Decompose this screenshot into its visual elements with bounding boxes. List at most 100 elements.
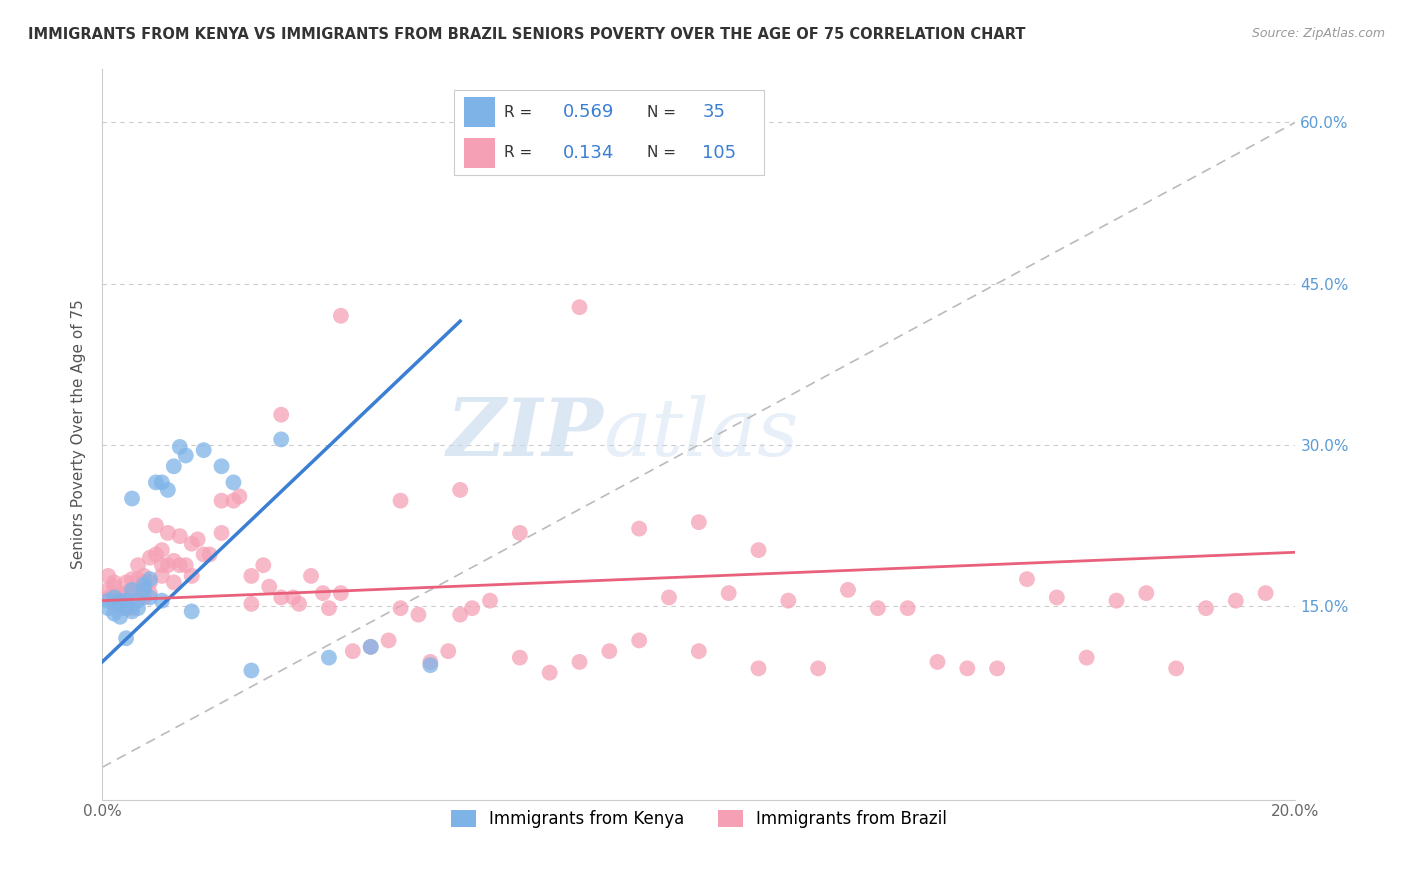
Point [866,601,889,615]
Point [408,607,430,622]
Point [419,655,441,669]
Point [121,572,143,586]
Point [156,558,179,573]
Point [628,522,651,536]
Point [108,593,131,607]
Point [169,529,191,543]
Point [211,525,233,540]
Point [1225,593,1247,607]
Point [807,661,830,675]
Point [688,644,710,658]
Point [329,309,352,323]
Point [127,593,149,607]
Point [187,533,209,547]
Point [103,593,125,607]
Point [449,483,471,497]
Point [180,604,202,618]
Point [174,558,197,573]
Point [145,548,167,562]
Point [240,597,263,611]
Point [419,658,441,673]
Point [145,475,167,490]
Point [509,650,531,665]
Point [139,575,162,590]
Point [108,601,131,615]
Point [270,408,292,422]
Point [461,601,484,615]
Text: Source: ZipAtlas.com: Source: ZipAtlas.com [1251,27,1385,40]
Point [115,575,138,590]
Point [658,591,681,605]
Point [127,586,149,600]
Point [318,650,340,665]
Point [193,548,215,562]
Point [150,558,173,573]
Point [108,597,131,611]
Point [132,591,155,605]
Point [568,300,591,314]
Point [97,569,120,583]
Point [270,433,292,447]
Point [222,493,245,508]
Point [1135,586,1157,600]
Point [538,665,561,680]
Point [115,601,138,615]
Point [132,569,155,583]
Point [156,525,179,540]
Point [115,586,138,600]
Point [150,475,173,490]
Point [127,601,149,615]
Point [211,493,233,508]
Point [127,572,149,586]
Point [927,655,949,669]
Point [132,580,155,594]
Point [956,661,979,675]
Point [169,440,191,454]
Point [132,575,155,590]
Point [150,593,173,607]
Point [163,575,186,590]
Point [108,609,131,624]
Point [103,575,125,590]
Point [97,593,120,607]
Point [139,550,162,565]
Text: IMMIGRANTS FROM KENYA VS IMMIGRANTS FROM BRAZIL SENIORS POVERTY OVER THE AGE OF : IMMIGRANTS FROM KENYA VS IMMIGRANTS FROM… [28,27,1025,42]
Point [103,580,125,594]
Point [299,569,322,583]
Point [377,633,399,648]
Point [103,607,125,621]
Point [115,593,138,607]
Point [240,569,263,583]
Point [240,664,263,678]
Point [688,515,710,529]
Point [97,601,120,615]
Point [108,591,131,605]
Point [717,586,740,600]
Point [318,601,340,615]
Point [1254,586,1277,600]
Point [211,459,233,474]
Point [437,644,460,658]
Point [163,459,186,474]
Point [1015,572,1038,586]
Point [479,593,502,607]
Point [108,593,131,607]
Point [150,543,173,558]
Point [598,644,620,658]
Point [778,593,800,607]
Text: atlas: atlas [603,395,799,473]
Point [259,580,281,594]
Point [312,586,335,600]
Point [228,489,250,503]
Point [193,443,215,458]
Point [897,601,920,615]
Point [145,518,167,533]
Point [139,572,162,586]
Point [115,601,138,615]
Point [103,591,125,605]
Point [747,543,769,558]
Point [986,661,1008,675]
Point [288,597,311,611]
Point [1046,591,1069,605]
Point [121,604,143,618]
